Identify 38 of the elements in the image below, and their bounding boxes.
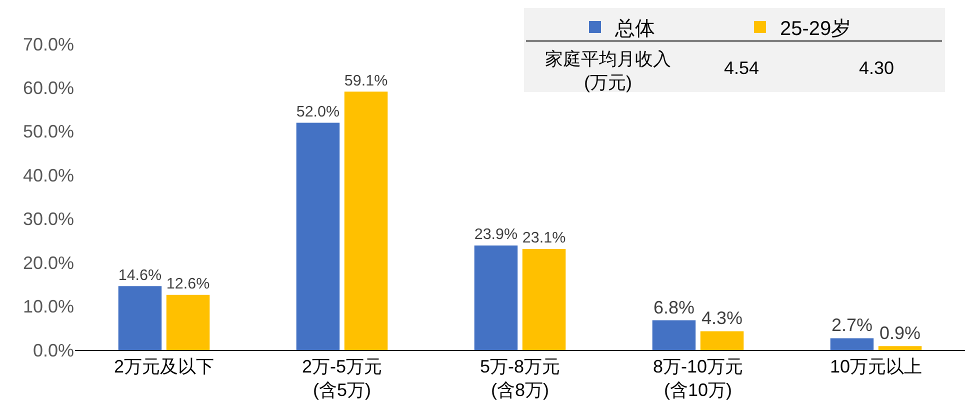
x-tick-label: 2万-5万元 (含5万) — [302, 356, 382, 400]
bar — [522, 249, 566, 350]
y-tick-label: 10.0% — [22, 296, 74, 317]
data-label: 4.3% — [702, 308, 743, 328]
x-tick-label: 5万-8万元 (含8万) — [480, 356, 560, 400]
x-tick-label: 8万-10万元 (含10万) — [652, 356, 744, 400]
bar — [166, 294, 210, 350]
y-tick-label: 30.0% — [22, 209, 74, 230]
bar — [830, 338, 874, 350]
annotation: 4.54 — [724, 58, 760, 78]
annotation: 4.30 — [859, 58, 894, 78]
bar — [700, 331, 744, 350]
y-tick-label: 70.0% — [22, 34, 74, 54]
data-label: 6.8% — [653, 297, 694, 318]
data-label: 52.0% — [296, 103, 340, 120]
bar — [878, 346, 922, 350]
x-tick-label: 2万元及以下 — [114, 356, 214, 377]
data-label: 59.1% — [344, 72, 388, 90]
y-tick-label: 60.0% — [22, 78, 74, 98]
data-label: 0.9% — [880, 323, 921, 344]
data-label: 12.6% — [166, 276, 210, 293]
annotation: 家庭平均月收入 (万元) — [545, 49, 671, 92]
legend-label: 总体 — [614, 18, 655, 40]
y-tick-label: 20.0% — [22, 252, 74, 273]
bar — [296, 122, 340, 350]
legend-label: 25-29岁 — [780, 18, 852, 40]
bar — [652, 320, 696, 350]
y-tick-label: 50.0% — [22, 122, 74, 142]
data-label: 23.1% — [522, 230, 566, 247]
data-label: 2.7% — [831, 315, 872, 336]
x-tick-label: 10万元以上 — [830, 356, 922, 377]
data-label: 23.9% — [474, 226, 518, 244]
bar — [344, 92, 388, 350]
y-tick-label: 40.0% — [22, 165, 74, 186]
data-label: 14.6% — [118, 266, 162, 284]
bar — [474, 246, 518, 350]
bar — [118, 286, 162, 350]
y-tick-label: 0.0% — [32, 340, 74, 360]
